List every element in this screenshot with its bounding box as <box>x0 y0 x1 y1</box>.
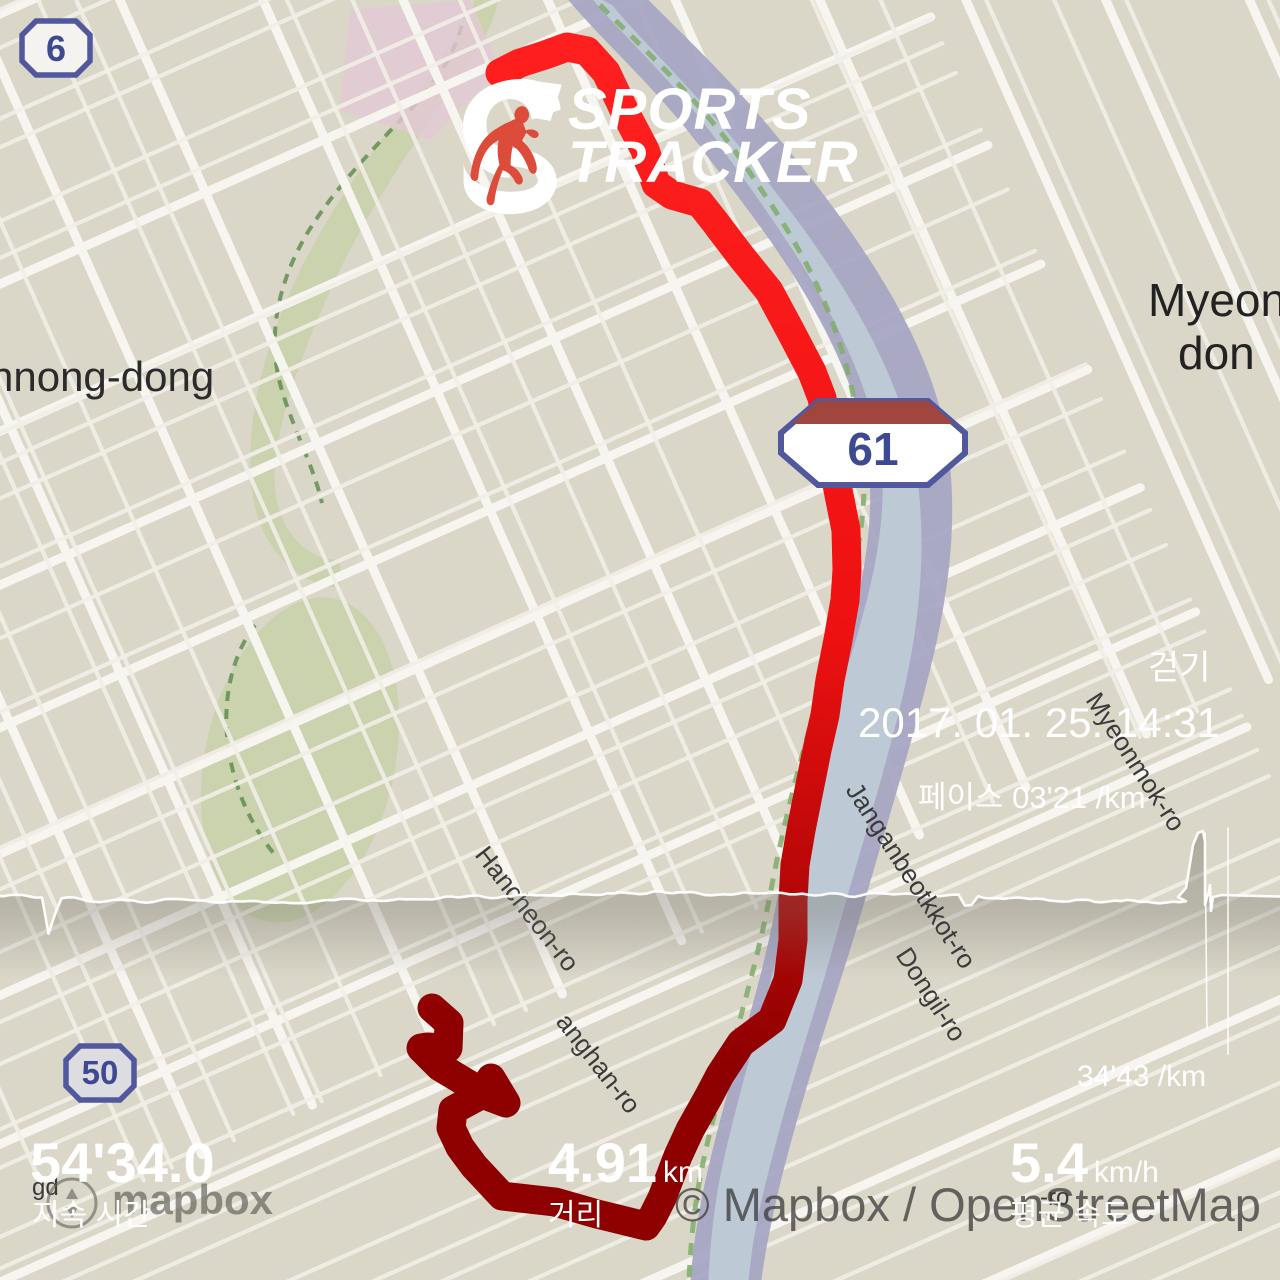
svg-text:34'43 /km: 34'43 /km <box>1077 1060 1206 1093</box>
svg-text:거리: 거리 <box>548 1199 603 1232</box>
svg-text:© Mapbox / OpenStreetMap: © Mapbox / OpenStreetMap <box>675 1178 1261 1231</box>
svg-text:TRACKER: TRACKER <box>568 130 859 195</box>
svg-text:nnong-dong: nnong-dong <box>0 353 214 400</box>
svg-text:걷기: 걷기 <box>1148 649 1211 687</box>
svg-text:지속 시간: 지속 시간 <box>32 1199 151 1232</box>
svg-text:54'34.0: 54'34.0 <box>30 1131 215 1194</box>
svg-text:don: don <box>1178 327 1255 379</box>
svg-text:6: 6 <box>46 28 66 69</box>
svg-text:2017. 01. 25. 14:31: 2017. 01. 25. 14:31 <box>858 699 1220 746</box>
svg-text:페이스 03'21 /km: 페이스 03'21 /km <box>918 780 1146 815</box>
svg-text:Myeon: Myeon <box>1148 274 1280 326</box>
svg-text:61: 61 <box>847 423 898 475</box>
svg-text:50: 50 <box>82 1054 119 1091</box>
svg-text:평균 속도: 평균 속도 <box>1010 1199 1129 1232</box>
